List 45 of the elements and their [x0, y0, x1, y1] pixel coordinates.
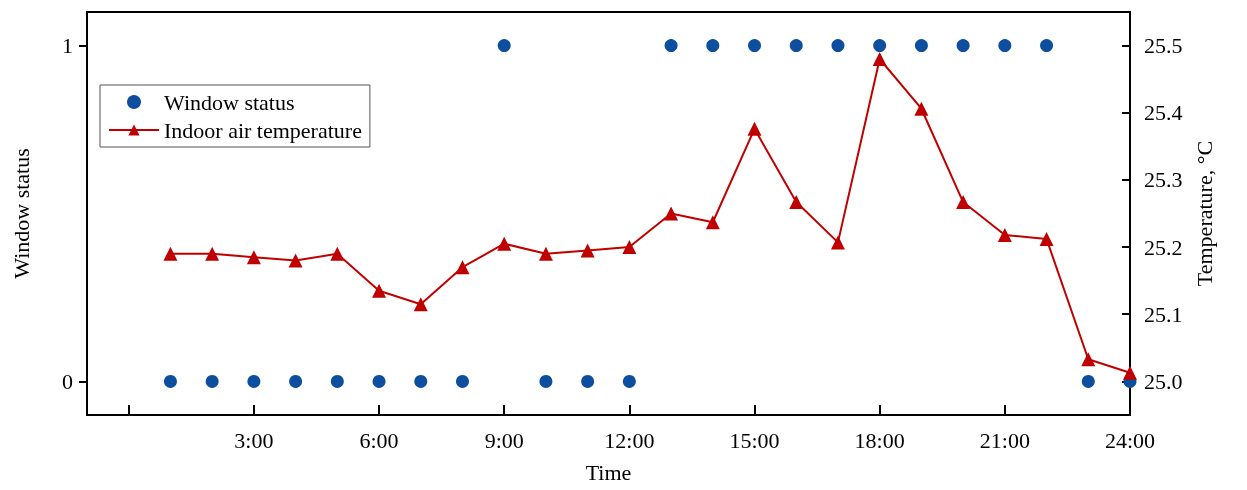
- x-tick-label: 15:00: [729, 427, 780, 453]
- point: [664, 206, 679, 221]
- y2-tick-label: 25.3: [1144, 167, 1183, 193]
- point: [997, 227, 1012, 242]
- y2-axis-title: Temperature, °C: [1191, 140, 1217, 287]
- x-tick-label: 18:00: [854, 427, 905, 453]
- y2-tick-label: 25.4: [1144, 100, 1183, 126]
- legend-label: Window status: [164, 89, 295, 115]
- point: [372, 283, 387, 298]
- point: [288, 253, 303, 268]
- point: [246, 250, 261, 265]
- y2-tick-label: 25.5: [1144, 33, 1183, 59]
- x-tick-label: 21:00: [979, 427, 1030, 453]
- point: [956, 195, 971, 210]
- point: [580, 243, 595, 258]
- point: [914, 101, 929, 116]
- point: [789, 195, 804, 210]
- legend-label: Indoor air temperature: [164, 117, 362, 143]
- x-tick-label: 3:00: [234, 427, 274, 453]
- point: [413, 297, 428, 312]
- y-tick-label: 1: [62, 33, 73, 59]
- x-tick-label: 24:00: [1104, 427, 1156, 453]
- y-tick-label: 0: [62, 368, 73, 394]
- point: [497, 236, 512, 251]
- point: [330, 246, 345, 261]
- point: [163, 246, 178, 261]
- x-tick-label: 9:00: [484, 427, 524, 453]
- point: [205, 246, 220, 261]
- point: [1039, 232, 1054, 247]
- point: [1081, 352, 1096, 367]
- point: [538, 246, 553, 261]
- point: [1123, 365, 1137, 380]
- y-axis-title: Window status: [8, 148, 34, 279]
- point: [830, 235, 845, 250]
- y2-tick-label: 25.2: [1144, 234, 1183, 260]
- x-tick-label: 6:00: [359, 427, 399, 453]
- point: [455, 260, 470, 275]
- x-tick-label: 12:00: [604, 427, 655, 453]
- point: [622, 240, 637, 255]
- point: [705, 215, 720, 230]
- point: [747, 121, 762, 136]
- y2-tick-label: 25.1: [1144, 301, 1183, 327]
- y2-tick-label: 25.0: [1144, 368, 1183, 394]
- point: [872, 52, 887, 67]
- x-axis-title: Time: [585, 459, 632, 485]
